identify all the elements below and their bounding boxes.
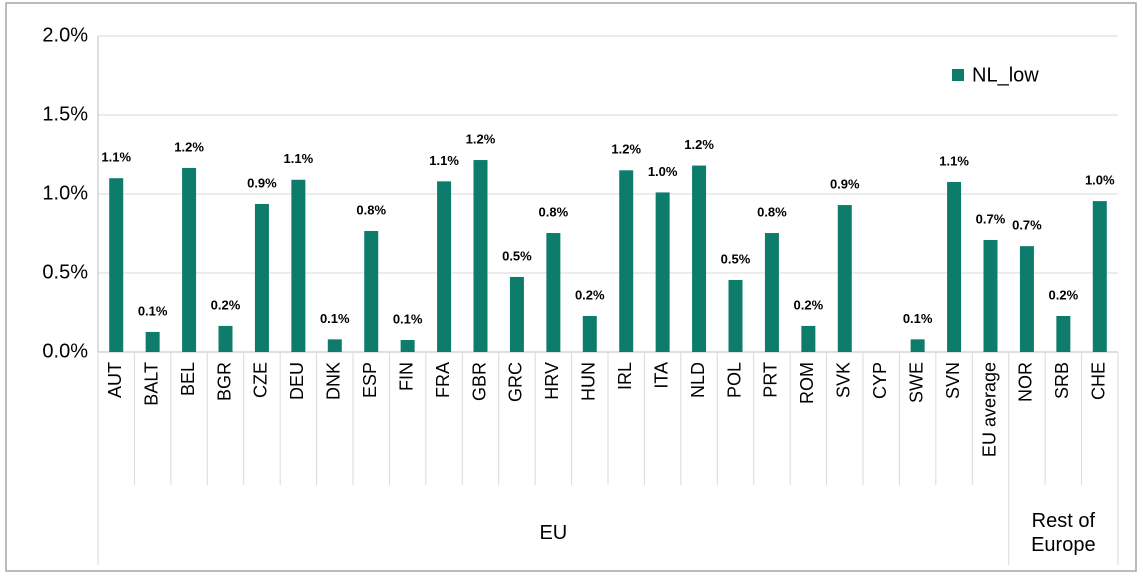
bar [619, 170, 634, 352]
value-label: 1.2% [174, 139, 204, 154]
bar [327, 339, 342, 352]
x-tick-label: CHE [1089, 362, 1109, 400]
x-tick-label: PRT [761, 362, 781, 398]
bar [655, 192, 670, 352]
bar [582, 315, 597, 352]
chart-border [5, 2, 1137, 572]
x-tick-label: HRV [542, 362, 562, 400]
value-label: 0.9% [247, 175, 277, 190]
value-label: 0.8% [356, 202, 386, 217]
value-label: 1.1% [101, 150, 131, 165]
bar [509, 276, 524, 352]
x-tick-label: GBR [469, 362, 489, 401]
x-tick-label: IRL [615, 362, 635, 390]
bar [728, 279, 743, 352]
y-tick-label: 0.0% [42, 340, 88, 362]
bar [947, 181, 962, 352]
value-label: 1.0% [648, 164, 678, 179]
bar [1092, 201, 1107, 352]
bar [546, 233, 561, 352]
bar [218, 325, 233, 352]
y-tick-label: 1.5% [42, 103, 88, 125]
x-tick-label: CZE [251, 362, 271, 398]
x-tick-label: GRC [506, 362, 526, 402]
value-label: 1.2% [611, 142, 641, 157]
value-label: 0.1% [138, 303, 168, 318]
bar [983, 239, 998, 352]
x-tick-label: FIN [396, 362, 416, 391]
bar [291, 179, 306, 352]
x-tick-label: POL [724, 362, 744, 398]
x-tick-label: NOR [1016, 362, 1036, 402]
group-label: EU [539, 521, 568, 544]
bar [182, 167, 197, 352]
value-label: 0.5% [502, 248, 532, 263]
value-label: 0.7% [1012, 218, 1042, 233]
value-label: 0.9% [830, 176, 860, 191]
bar [145, 331, 160, 352]
y-tick-label: 1.0% [42, 182, 88, 204]
legend-swatch [952, 69, 964, 81]
value-label: 0.7% [976, 211, 1006, 226]
x-tick-label: SRB [1052, 362, 1072, 399]
legend-label: NL_low [972, 64, 1039, 86]
value-label: 0.1% [393, 311, 423, 326]
x-tick-label: ROM [797, 362, 817, 404]
x-tick-label: DEU [287, 362, 307, 400]
value-label: 0.2% [1049, 287, 1079, 302]
bar [400, 339, 415, 352]
value-label: 0.1% [320, 311, 350, 326]
group-label-box: EU [539, 521, 568, 544]
x-tick-label: BGR [214, 362, 234, 401]
bar [692, 165, 707, 352]
value-label: 1.2% [466, 131, 496, 146]
value-label: 0.1% [903, 311, 933, 326]
x-tick-label: AUT [105, 362, 125, 398]
bar [1019, 246, 1034, 352]
value-label: 1.1% [939, 153, 969, 168]
x-tick-label: BEL [178, 362, 198, 396]
value-label: 0.8% [757, 204, 787, 219]
y-tick-label: 2.0% [42, 24, 88, 46]
value-label: 1.1% [429, 153, 459, 168]
x-tick-label: BALT [141, 362, 161, 406]
x-tick-label: EU average [979, 362, 999, 457]
bar [801, 325, 816, 352]
value-label: 1.0% [1085, 173, 1115, 188]
x-tick-label: NLD [688, 362, 708, 398]
x-tick-label: DNK [324, 362, 344, 400]
value-label: 0.5% [721, 251, 751, 266]
bar [254, 203, 269, 352]
x-tick-label: ITA [651, 362, 671, 389]
value-label: 0.8% [539, 204, 569, 219]
group-label: Rest of Europe [1031, 509, 1096, 556]
x-tick-label: HUN [579, 362, 599, 401]
x-tick-label: SVN [943, 362, 963, 399]
value-label: 0.2% [211, 297, 241, 312]
bar [364, 230, 379, 352]
group-label-box: Rest of Europe [1031, 509, 1096, 556]
y-tick-label: 0.5% [42, 261, 88, 283]
value-label: 1.1% [284, 151, 314, 166]
bar [437, 181, 452, 352]
x-tick-label: SVK [834, 362, 854, 398]
x-tick-label: CYP [870, 362, 890, 399]
bar [1056, 315, 1071, 352]
bar [837, 205, 852, 352]
value-label: 0.2% [794, 297, 824, 312]
x-tick-label: FRA [433, 362, 453, 398]
value-label: 0.2% [575, 287, 605, 302]
bar [910, 339, 925, 352]
x-tick-label: SWE [906, 362, 926, 403]
x-tick-label: ESP [360, 362, 380, 398]
bar [109, 178, 124, 352]
bar [764, 233, 779, 352]
value-label: 1.2% [684, 137, 714, 152]
bar [473, 160, 488, 352]
